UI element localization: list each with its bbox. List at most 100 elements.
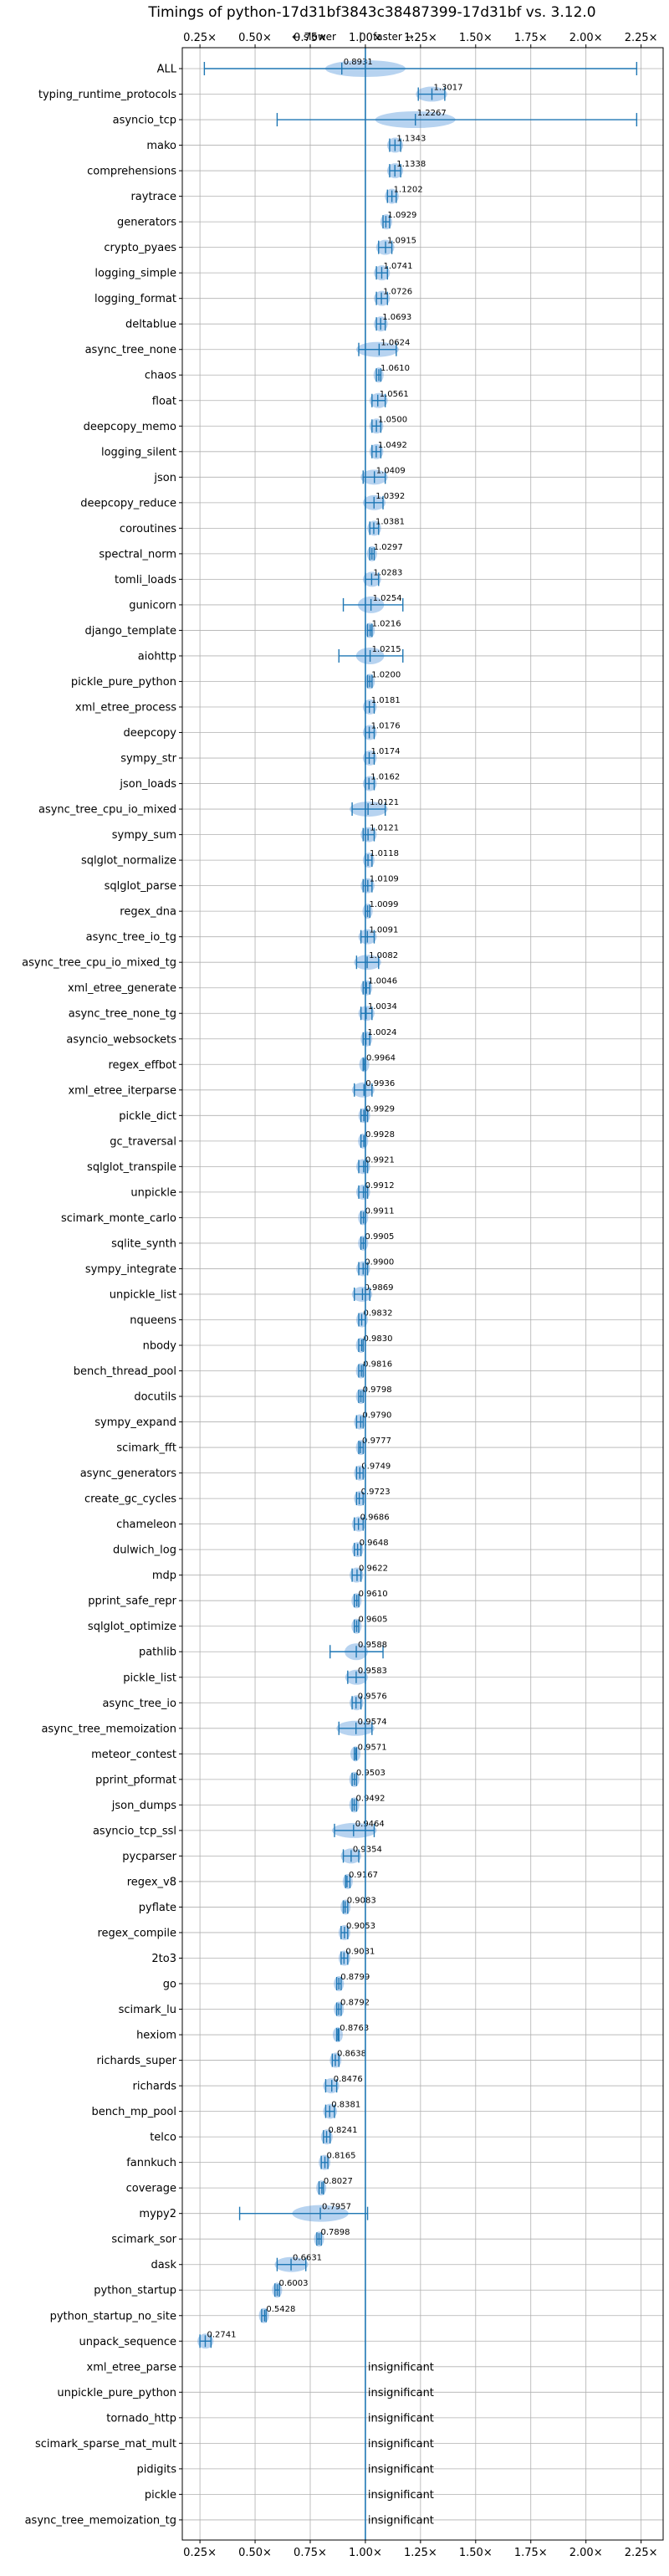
value-label: 1.0046	[368, 977, 397, 986]
value-label: 1.2267	[417, 109, 447, 118]
category-label: chameleon	[116, 1518, 176, 1531]
value-label: 0.6631	[293, 2254, 322, 2263]
category-label: xml_etree_parse	[87, 2361, 176, 2374]
x-tick-label-top: 0.75×	[294, 32, 327, 44]
category-label: nqueens	[130, 1314, 176, 1327]
category-label: gunicorn	[129, 599, 176, 612]
category-label: json	[153, 472, 176, 484]
value-label: 0.9964	[366, 1053, 396, 1063]
value-label: 0.9588	[358, 1641, 387, 1650]
insignificant-label: insignificant	[368, 2412, 434, 2425]
category-label: bench_mp_pool	[91, 2106, 176, 2118]
category-label: async_tree_io	[102, 1698, 176, 1710]
x-tick-label-top: 2.00×	[569, 32, 603, 44]
value-label: 1.0121	[370, 824, 399, 833]
x-tick-label-bottom: 0.75×	[294, 2547, 327, 2559]
category-label: nbody	[143, 1340, 177, 1353]
value-label: 0.8027	[324, 2177, 353, 2186]
category-label: mdp	[152, 1570, 176, 1582]
category-label: pycparser	[122, 1851, 176, 1863]
value-label: 0.5428	[266, 2305, 295, 2314]
category-label: logging_silent	[101, 446, 176, 458]
category-label: django_template	[85, 625, 176, 638]
value-label: 0.8799	[340, 1973, 370, 1982]
category-label: richards_super	[96, 2055, 176, 2067]
category-label: sqlglot_optimize	[88, 1621, 176, 1633]
value-label: 1.0174	[371, 747, 401, 756]
x-tick-label-bottom: 2.25×	[625, 2547, 658, 2559]
value-label: 1.0610	[380, 364, 410, 373]
category-label: bench_thread_pool	[74, 1365, 176, 1378]
value-label: 0.9648	[360, 1539, 389, 1548]
value-label: 1.0091	[369, 926, 398, 935]
category-label: async_generators	[80, 1467, 177, 1480]
category-label: async_tree_none	[85, 344, 176, 356]
value-label: 0.8381	[331, 2101, 360, 2110]
value-label: 1.3017	[433, 84, 462, 93]
category-label: sqlite_synth	[111, 1237, 176, 1250]
category-label: json_dumps	[111, 1800, 176, 1812]
value-label: 0.9830	[363, 1334, 392, 1344]
value-label: 1.0500	[378, 415, 407, 424]
value-label: 0.9053	[346, 1922, 375, 1931]
x-tick-label-top: 1.50×	[459, 32, 493, 44]
category-label: sqlglot_transpile	[87, 1161, 176, 1174]
value-label: 0.8792	[340, 1999, 370, 2008]
value-label: 1.0392	[375, 492, 405, 501]
category-label: mako	[146, 140, 176, 152]
category-label: telco	[150, 2132, 176, 2144]
x-tick-label-bottom: 1.75×	[514, 2547, 548, 2559]
value-label: 0.9912	[365, 1181, 395, 1191]
value-label: 1.0118	[370, 849, 399, 858]
category-label: sqlglot_parse	[105, 880, 176, 893]
category-label: tornado_http	[106, 2412, 176, 2425]
category-label: regex_compile	[97, 1927, 176, 1939]
value-label: 1.0181	[371, 696, 401, 705]
value-label: 1.0297	[374, 543, 403, 552]
value-label: 0.9605	[359, 1616, 388, 1625]
value-label: 0.2741	[207, 2330, 236, 2339]
category-label: create_gc_cycles	[84, 1493, 176, 1506]
category-label: aiohttp	[138, 650, 176, 663]
category-label: scimark_monte_carlo	[61, 1212, 176, 1225]
insignificant-label: insignificant	[368, 2361, 434, 2374]
value-label: 0.9928	[365, 1130, 395, 1139]
category-label: sqlglot_normalize	[81, 855, 176, 868]
category-label: async_tree_cpu_io_mixed	[38, 804, 176, 817]
value-label: 1.0215	[372, 645, 401, 654]
value-label: 0.8165	[327, 2152, 356, 2161]
value-label: 0.9574	[358, 1718, 387, 1727]
category-labels: ALL typing_runtime_protocols asyncio_tcpma…	[22, 64, 182, 2527]
category-label: gc_traversal	[110, 1135, 176, 1148]
value-label: 1.0082	[369, 951, 398, 960]
x-tick-label-top: 0.50×	[238, 32, 272, 44]
category-label: xml_etree_generate	[68, 982, 176, 995]
category-label: unpickle_list	[110, 1288, 176, 1301]
value-label: 0.9929	[365, 1104, 395, 1114]
category-label: deepcopy_reduce	[80, 497, 176, 510]
category-label: deepcopy	[123, 727, 176, 740]
insignificant-label: insignificant	[368, 2387, 434, 2399]
category-label: python_startup_no_site	[50, 2310, 176, 2322]
category-label: asyncio_websockets	[66, 1033, 176, 1046]
insignificant-label: insignificant	[368, 2514, 434, 2527]
value-label: 1.0200	[371, 670, 401, 679]
category-label: chaos	[145, 370, 176, 382]
category-label: go	[163, 1979, 176, 1991]
category-label: pidigits	[137, 2463, 177, 2476]
category-label: scimark_lu	[119, 2004, 176, 2016]
category-label: ALL	[157, 64, 177, 76]
category-label: async_tree_none_tg	[69, 1008, 176, 1021]
value-label: 0.9900	[365, 1257, 394, 1267]
category-label: regex_v8	[127, 1876, 176, 1888]
category-label: float	[152, 395, 176, 407]
category-label: richards	[133, 2081, 177, 2093]
value-label: 1.0034	[368, 1002, 397, 1011]
x-tick-label-top: 1.00×	[349, 32, 382, 44]
category-label: async_tree_io_tg	[86, 931, 176, 944]
violin-marks: 0.8931 1.3017 1.2267 1.1343 1.1338 1.1202 1.09…	[197, 48, 638, 2540]
direction-separator: |	[359, 31, 362, 43]
category-label: fannkuch	[126, 2157, 176, 2169]
category-label: sympy_sum	[112, 829, 176, 842]
